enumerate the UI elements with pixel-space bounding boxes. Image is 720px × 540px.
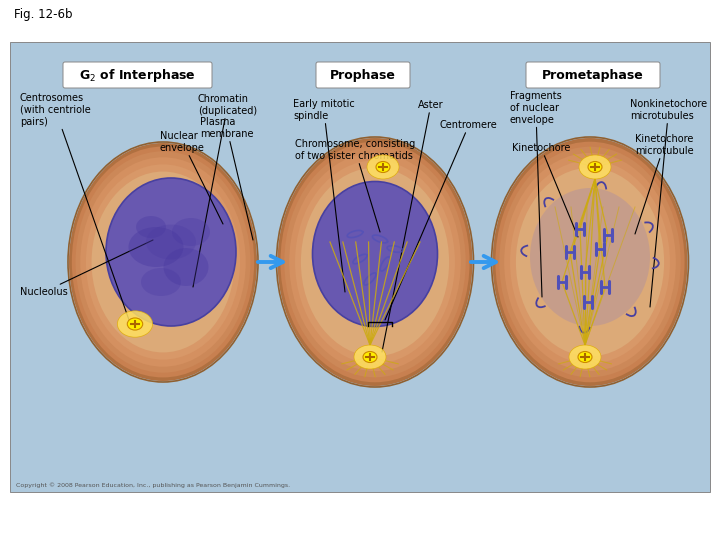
Ellipse shape: [295, 160, 455, 363]
Ellipse shape: [69, 143, 257, 381]
Ellipse shape: [504, 153, 676, 371]
Ellipse shape: [289, 153, 461, 371]
Ellipse shape: [127, 318, 143, 330]
Text: Nonkinetochore
microtubules: Nonkinetochore microtubules: [630, 99, 707, 307]
Text: Nuclear
envelope: Nuclear envelope: [160, 131, 223, 224]
Ellipse shape: [128, 227, 184, 267]
Ellipse shape: [277, 138, 472, 386]
Ellipse shape: [284, 147, 466, 377]
Ellipse shape: [376, 161, 390, 172]
Ellipse shape: [500, 147, 680, 377]
Ellipse shape: [354, 345, 386, 369]
Ellipse shape: [163, 248, 209, 286]
Text: G$_2$ of Interphase: G$_2$ of Interphase: [78, 66, 195, 84]
Text: Kinetochore
microtubule: Kinetochore microtubule: [635, 134, 693, 234]
Ellipse shape: [569, 345, 601, 369]
Text: Aster: Aster: [382, 100, 444, 352]
Ellipse shape: [172, 218, 210, 246]
Ellipse shape: [312, 181, 438, 327]
Ellipse shape: [495, 141, 685, 382]
Text: Centrosomes
(with centriole
pairs): Centrosomes (with centriole pairs): [20, 93, 129, 320]
Ellipse shape: [516, 168, 664, 356]
Text: Prometaphase: Prometaphase: [542, 69, 644, 82]
Ellipse shape: [492, 138, 688, 386]
Text: Chromatin
(duplicated): Chromatin (duplicated): [193, 94, 257, 287]
Text: Fig. 12-6b: Fig. 12-6b: [14, 8, 73, 21]
Text: Prophase: Prophase: [330, 69, 396, 82]
Ellipse shape: [86, 164, 240, 360]
Ellipse shape: [72, 146, 254, 377]
Ellipse shape: [579, 155, 611, 179]
FancyBboxPatch shape: [526, 62, 660, 88]
Ellipse shape: [106, 178, 236, 326]
Ellipse shape: [76, 151, 251, 373]
Ellipse shape: [363, 352, 377, 362]
Text: Plasma
membrane: Plasma membrane: [200, 117, 253, 240]
Ellipse shape: [141, 268, 181, 296]
Ellipse shape: [530, 188, 650, 326]
Text: Chromosome, consisting
of two sister chromatids: Chromosome, consisting of two sister chr…: [295, 139, 415, 232]
Ellipse shape: [588, 161, 602, 172]
Bar: [10, 42, 710, 492]
Ellipse shape: [146, 225, 196, 260]
Text: Early mitotic
spindle: Early mitotic spindle: [293, 99, 355, 292]
Text: Copyright © 2008 Pearson Education, Inc., publishing as Pearson Benjamin Cumming: Copyright © 2008 Pearson Education, Inc.…: [16, 482, 290, 488]
Text: Centromere: Centromere: [385, 120, 498, 320]
Ellipse shape: [510, 160, 670, 363]
Text: Fragments
of nuclear
envelope: Fragments of nuclear envelope: [510, 91, 562, 297]
Ellipse shape: [117, 311, 153, 337]
FancyBboxPatch shape: [63, 62, 212, 88]
Ellipse shape: [578, 352, 592, 362]
Ellipse shape: [367, 155, 399, 179]
Ellipse shape: [136, 216, 166, 238]
Text: Nucleolus: Nucleolus: [20, 240, 153, 297]
Ellipse shape: [301, 168, 449, 356]
Text: Kinetochore: Kinetochore: [512, 143, 578, 237]
Ellipse shape: [280, 141, 469, 382]
FancyBboxPatch shape: [316, 62, 410, 88]
Ellipse shape: [81, 157, 246, 367]
Ellipse shape: [91, 172, 235, 353]
